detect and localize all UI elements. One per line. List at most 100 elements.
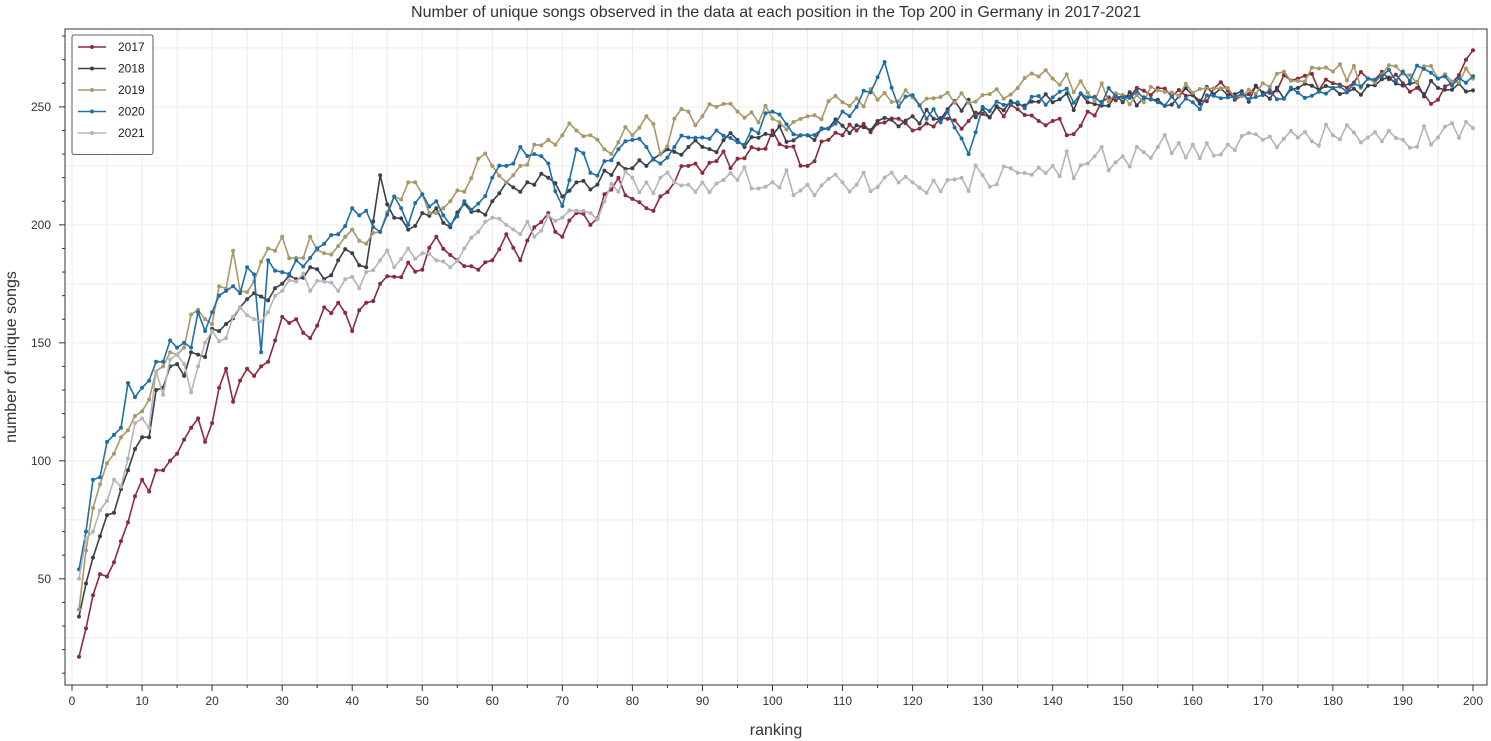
data-point [259,259,264,264]
data-point [1029,94,1034,99]
data-point [469,176,474,181]
data-point [791,120,796,124]
data-point [525,238,530,243]
data-point [924,190,929,195]
data-point [266,246,271,251]
data-point [952,100,957,105]
data-point [483,260,488,265]
data-point [1337,84,1342,89]
data-point [945,178,950,182]
data-point [847,131,852,136]
data-point [882,120,887,125]
data-point [1323,91,1328,96]
data-point [812,138,817,142]
data-point [441,213,446,218]
data-point [1029,113,1034,118]
data-point [175,352,180,357]
data-point [91,555,95,560]
data-point [903,94,908,99]
data-point [525,154,530,158]
data-point [777,142,782,147]
data-point [217,385,222,390]
data-point [490,199,495,204]
data-point [735,140,740,145]
data-point [777,112,782,117]
data-point [868,189,873,194]
data-point [742,165,747,170]
data-point [273,268,278,273]
data-point [644,163,649,168]
data-point [378,258,383,263]
data-point [1450,121,1454,126]
data-point [854,123,859,128]
data-point [280,314,285,319]
data-point [707,147,712,152]
data-point [364,265,369,270]
data-point [343,310,348,315]
plot-frame [64,28,1488,686]
data-point [378,229,383,234]
data-point [1443,87,1447,92]
data-point [427,251,432,256]
data-point [994,99,999,104]
data-point [1253,91,1258,96]
data-point [343,247,348,252]
data-point [1267,96,1272,101]
data-point [1120,154,1125,159]
data-point [1309,93,1314,98]
data-point [791,132,796,137]
data-point [266,359,271,364]
data-point [1422,124,1426,129]
data-point [406,246,411,251]
data-point [98,534,102,539]
data-point [1471,48,1475,53]
data-point [1344,78,1349,83]
data-point [532,234,537,239]
data-point [196,310,201,315]
data-point [1106,99,1111,104]
chart-title: Number of unique songs observed in the d… [411,4,1141,21]
data-point [756,120,761,125]
data-point [119,539,123,544]
data-point [329,273,334,278]
data-point [1001,102,1006,107]
data-point [1099,101,1104,106]
data-point [1407,78,1412,83]
data-point [1204,93,1209,98]
data-point [469,235,474,240]
data-point [1106,86,1111,91]
data-point [1162,86,1167,91]
data-point [819,117,824,122]
data-point [154,468,159,473]
data-point [602,147,607,152]
data-point [406,180,411,185]
data-point [364,241,369,246]
data-point [1393,81,1398,86]
data-point [959,108,964,113]
data-point [1274,97,1279,102]
data-point [1085,100,1090,105]
data-point [252,373,257,378]
data-point [679,183,684,188]
data-point [1092,99,1097,104]
data-point [637,190,642,195]
data-point [1400,137,1405,142]
data-point [973,163,978,168]
data-point [1071,90,1076,95]
data-point [175,345,180,350]
data-point [1443,124,1447,129]
x-axis-ticks: 0 10 20 30 40 50 60 70 80 90 100 110 120 130 140 150 160… [69,685,1483,708]
data-point [546,161,551,166]
x-tick-label: 20 [205,694,219,708]
data-point [602,192,607,197]
data-point [1148,97,1153,101]
data-point [1050,163,1055,168]
data-point [966,152,971,157]
data-point [903,174,908,179]
data-point [602,199,607,204]
data-point [693,123,698,128]
data-point [385,212,390,217]
data-point [1029,172,1034,177]
data-point [749,135,754,140]
data-point [483,219,488,224]
